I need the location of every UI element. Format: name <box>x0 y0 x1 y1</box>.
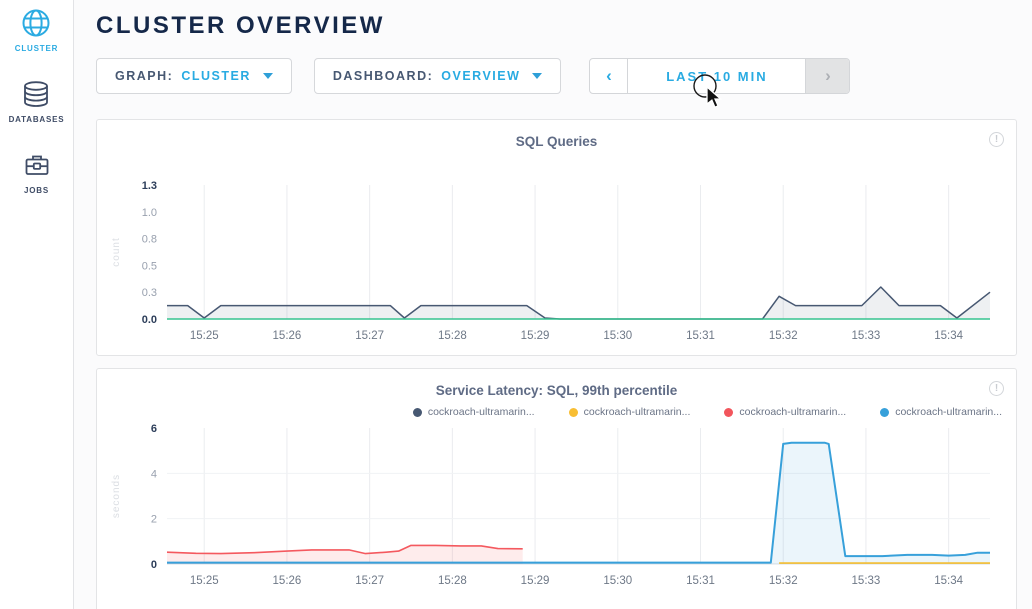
svg-text:0.5: 0.5 <box>142 260 157 272</box>
sidebar-item-jobs[interactable]: JOBS <box>22 150 52 195</box>
chart-legend: cockroach-ultramarin... cockroach-ultrama… <box>97 404 1016 420</box>
legend-dot-icon <box>412 407 422 417</box>
legend-label: cockroach-ultramarin... <box>739 406 847 418</box>
legend-item[interactable]: cockroach-ultramarin... <box>724 406 846 418</box>
svg-text:15:34: 15:34 <box>934 330 963 342</box>
dashboard-dropdown-value: OVERVIEW <box>441 69 521 83</box>
legend-item[interactable]: cockroach-ultramarin... <box>412 406 535 418</box>
dashboard-dropdown[interactable]: DASHBOARD: OVERVIEW <box>313 58 562 94</box>
svg-text:15:33: 15:33 <box>852 330 881 342</box>
time-range-selector: ‹ LAST 10 MIN › <box>589 58 851 94</box>
svg-text:6: 6 <box>151 423 157 435</box>
dashboard-dropdown-label: DASHBOARD: <box>332 69 434 83</box>
svg-text:15:26: 15:26 <box>273 575 302 587</box>
legend-label: cockroach-ultramarin... <box>583 406 691 418</box>
svg-text:15:30: 15:30 <box>603 330 632 342</box>
svg-text:15:31: 15:31 <box>686 330 715 342</box>
controls-bar: GRAPH: CLUSTER DASHBOARD: OVERVIEW ‹ LAS… <box>96 58 1017 94</box>
sidebar-item-label: CLUSTER <box>14 44 59 53</box>
page-title: CLUSTER OVERVIEW <box>96 12 385 39</box>
svg-text:15:28: 15:28 <box>438 575 467 587</box>
svg-text:0.8: 0.8 <box>142 234 157 246</box>
svg-text:15:27: 15:27 <box>355 330 384 342</box>
chart-title: Service Latency: SQL, 99th percentile <box>435 383 678 398</box>
svg-text:15:33: 15:33 <box>852 575 881 587</box>
database-icon <box>24 81 49 107</box>
chart-title: SQL Queries <box>515 134 598 149</box>
globe-icon <box>22 9 50 37</box>
chevron-down-icon <box>532 73 543 79</box>
svg-text:4: 4 <box>151 468 157 480</box>
chevron-right-icon: › <box>825 66 831 85</box>
service-latency-plot[interactable]: 0 2 4 6 15:25 15:26 15:27 15:28 15:29 15:30 15:31 1… <box>103 420 1008 590</box>
svg-text:15:28: 15:28 <box>438 330 467 342</box>
svg-text:0.0: 0.0 <box>142 314 157 326</box>
svg-text:15:32: 15:32 <box>769 575 798 587</box>
svg-text:seconds: seconds <box>111 474 122 518</box>
service-latency-chart-card: Service Latency: SQL, 99th percentile ! … <box>96 368 1017 609</box>
svg-text:15:27: 15:27 <box>355 575 384 587</box>
graph-dropdown-value: CLUSTER <box>181 69 251 83</box>
sql-queries-chart-card: SQL Queries ! 0.0 0.3 0.5 0.8 1.0 1.3 15:25 15:… <box>96 119 1017 356</box>
legend-item[interactable]: cockroach-ultramarin... <box>568 406 691 418</box>
svg-text:15:31: 15:31 <box>686 575 715 587</box>
graph-dropdown-label: GRAPH: <box>115 69 174 83</box>
sidebar-item-cluster[interactable]: CLUSTER <box>15 8 58 53</box>
info-icon[interactable]: ! <box>989 381 1004 396</box>
legend-dot-icon <box>724 407 734 417</box>
svg-text:15:25: 15:25 <box>190 575 219 587</box>
svg-text:15:32: 15:32 <box>769 330 798 342</box>
sidebar-item-databases[interactable]: DATABASES <box>9 79 65 124</box>
svg-text:15:29: 15:29 <box>521 330 550 342</box>
svg-text:1.3: 1.3 <box>142 180 157 192</box>
time-range-prev-button[interactable]: ‹ <box>590 59 629 93</box>
svg-text:15:30: 15:30 <box>603 575 632 587</box>
info-icon[interactable]: ! <box>989 132 1004 147</box>
svg-text:1.0: 1.0 <box>142 207 157 219</box>
legend-dot-icon <box>880 407 890 417</box>
time-range-next-button[interactable]: › <box>805 59 850 93</box>
svg-text:15:29: 15:29 <box>521 575 550 587</box>
sql-queries-plot[interactable]: 0.0 0.3 0.5 0.8 1.0 1.3 15:25 15:26 15:27 15:28 15… <box>103 171 1008 345</box>
legend-label: cockroach-ultramarin... <box>895 406 1002 418</box>
svg-text:15:26: 15:26 <box>273 330 302 342</box>
graph-dropdown[interactable]: GRAPH: CLUSTER <box>96 58 292 94</box>
svg-text:count: count <box>111 237 122 266</box>
svg-text:2: 2 <box>151 514 157 526</box>
chevron-left-icon: ‹ <box>606 66 612 85</box>
svg-text:15:34: 15:34 <box>934 575 963 587</box>
sidebar-item-label: DATABASES <box>8 115 65 124</box>
legend-dot-icon <box>568 407 578 417</box>
legend-item[interactable]: cockroach-ultramarin... <box>880 406 1002 418</box>
main-content: CLUSTER OVERVIEW GRAPH: CLUSTER DASHBOAR… <box>74 0 1032 609</box>
time-range-current[interactable]: LAST 10 MIN <box>666 68 768 84</box>
chevron-down-icon <box>262 73 273 79</box>
svg-text:0: 0 <box>151 559 157 571</box>
svg-text:15:25: 15:25 <box>190 330 219 342</box>
briefcase-icon <box>25 155 48 175</box>
sidebar-item-label: JOBS <box>24 186 49 195</box>
sidebar: CLUSTER DATABASES <box>0 0 74 609</box>
svg-text:0.3: 0.3 <box>142 287 157 299</box>
legend-label: cockroach-ultramarin... <box>427 406 535 418</box>
